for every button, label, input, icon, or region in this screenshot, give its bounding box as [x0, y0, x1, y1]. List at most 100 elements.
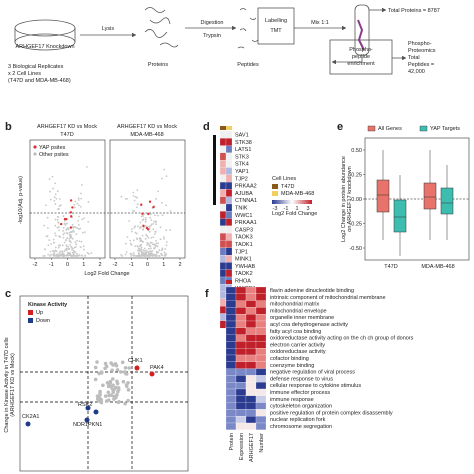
heat-cell — [235, 368, 247, 376]
term-label: oxidoreductase activity acting on the ch… — [270, 336, 414, 342]
kinase-point — [106, 390, 111, 395]
legend-swatch — [419, 125, 428, 132]
volcano-point — [54, 246, 57, 249]
heat-cell — [245, 409, 257, 417]
heat-cell — [225, 416, 237, 424]
heat-cell — [245, 422, 257, 430]
legend-title: Cell Lines — [272, 176, 296, 182]
heat-cell — [235, 307, 247, 315]
heat-cell — [235, 354, 247, 362]
label: Mix 1:1 — [311, 20, 329, 26]
label: Proteins — [148, 62, 168, 68]
heat-cell — [225, 293, 237, 301]
volcano-point — [71, 249, 73, 251]
volcano-point — [138, 227, 141, 229]
term-label: chromosome segregation — [270, 424, 332, 430]
legend-swatch — [272, 184, 278, 189]
kinase-point — [93, 377, 98, 382]
volcano-point — [79, 192, 82, 195]
kinase-point — [119, 370, 123, 374]
legend-swatch — [33, 152, 37, 156]
scale-tick-label: -3 — [273, 206, 278, 212]
volcano-point — [165, 244, 168, 247]
heat-cell — [235, 293, 247, 301]
y-tick-label: -0.50 — [349, 246, 362, 252]
gene-label: STK3 — [235, 154, 249, 160]
heat-cell — [235, 388, 247, 396]
volcano-point — [144, 237, 147, 240]
kinase-point — [98, 389, 102, 394]
scatter — [93, 360, 132, 406]
volcano-point — [88, 252, 90, 255]
volcano-point — [73, 230, 75, 233]
yap-point — [69, 215, 73, 218]
heat-cell — [255, 382, 267, 390]
volcano-point — [128, 220, 131, 222]
heat-cell — [235, 327, 247, 335]
heat-cell — [225, 130, 233, 139]
label: peptide — [352, 54, 370, 60]
label: ARHGEF17 Knockdown — [16, 44, 75, 50]
volcano-point — [155, 239, 157, 242]
heat-cell — [235, 320, 247, 328]
yap-point — [59, 222, 63, 226]
volcano-point — [161, 214, 164, 217]
term-label: immune response — [270, 397, 314, 403]
volcano-point — [153, 233, 156, 235]
heat-cell — [225, 182, 233, 190]
heat-cell — [245, 293, 257, 301]
kinase-point — [95, 360, 99, 364]
volcano-point — [124, 242, 127, 245]
volcano-point — [150, 247, 152, 250]
volcano-point — [75, 233, 78, 236]
yap-point — [147, 228, 150, 231]
kinase-point — [110, 377, 115, 381]
volcano-point — [130, 244, 133, 246]
heat-cell — [225, 382, 237, 390]
column-label: Expression — [239, 433, 245, 460]
gene-label: AJUBA — [235, 191, 253, 197]
volcano-point — [82, 248, 85, 251]
volcano-point — [77, 219, 80, 222]
volcano-point — [53, 252, 56, 255]
volcano-point — [149, 245, 152, 248]
heat-cell — [219, 145, 227, 154]
volcano-point — [80, 197, 83, 200]
volcano-point — [57, 207, 60, 210]
volcano-point — [140, 248, 143, 250]
heat-cell — [235, 382, 247, 390]
legend-swatch — [33, 145, 37, 149]
volcano-point — [62, 236, 65, 239]
volcano-point — [152, 222, 155, 225]
volcano-point — [146, 255, 149, 257]
heat-cell — [225, 307, 237, 315]
volcano-point — [149, 241, 152, 244]
volcano-point — [46, 235, 49, 237]
heat-cell — [235, 395, 247, 403]
volcano-point — [120, 253, 123, 256]
volcano-point — [56, 215, 59, 218]
volcano-point — [56, 190, 59, 193]
volcano-point — [77, 199, 80, 201]
kinase-point — [123, 365, 128, 370]
heat-cell — [245, 300, 257, 308]
volcano-point — [77, 204, 80, 207]
volcano-point — [49, 190, 51, 193]
volcano-point — [150, 219, 153, 222]
volcano-point — [169, 210, 172, 212]
volcano-point — [150, 236, 153, 239]
annotation-bar — [213, 135, 216, 205]
volcano-point — [161, 177, 163, 180]
volcano-point — [149, 216, 152, 219]
volcano-point — [47, 253, 50, 256]
volcano-point — [162, 236, 165, 238]
heat-cell — [255, 368, 267, 376]
volcano-point — [84, 255, 87, 257]
yap-point — [71, 206, 74, 209]
volcano-point — [129, 239, 132, 242]
volcano-point — [66, 222, 68, 225]
heat-cell — [245, 388, 257, 396]
volcano-point — [159, 226, 162, 229]
volcano-point — [58, 226, 60, 229]
volcano-point — [77, 197, 80, 200]
